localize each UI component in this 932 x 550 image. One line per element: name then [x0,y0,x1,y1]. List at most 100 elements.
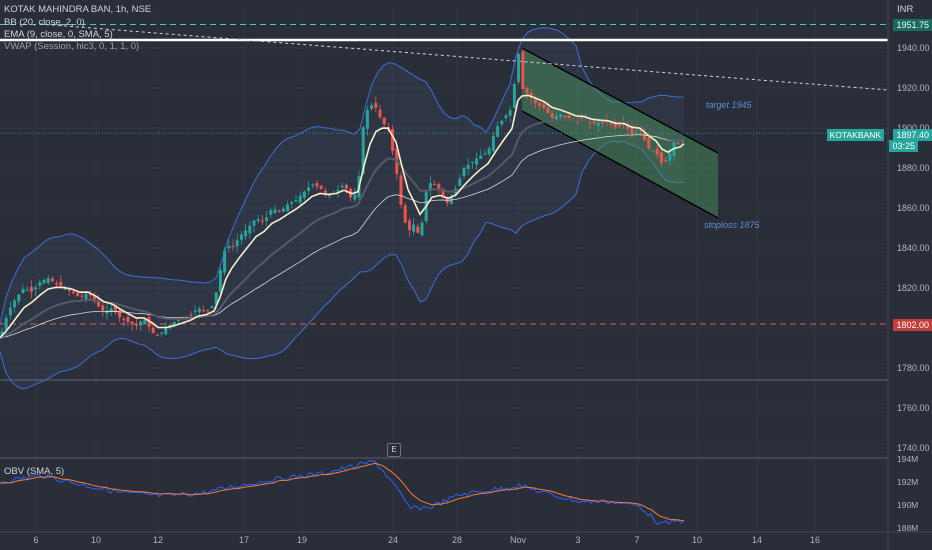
candle-body [441,189,445,197]
candle-body [202,310,206,312]
candle-body [197,308,201,313]
candle-body [252,220,256,226]
candle-body [172,321,176,325]
indicator-ema-label[interactable]: EMA (9, close, 0, SMA, 5) [4,29,113,40]
candle-body [260,220,264,222]
candle-body [71,291,75,294]
ema-smoothing-line [0,118,685,339]
y-tick-label: 1740.00 [897,443,930,453]
symbol-tag: KOTAKBANK [826,129,884,141]
candle-body [647,137,651,149]
y-tick-label: 1900.00 [897,123,930,133]
channel-fill [522,48,718,218]
candle-body [437,183,441,191]
candle-body [521,51,525,89]
x-tick-label: Nov [510,535,527,545]
candle-body [218,270,222,292]
candle-body [319,185,323,190]
candle-body [323,190,327,194]
candle-body [134,323,138,326]
target-annotation[interactable]: target 1945 [706,100,752,110]
candle-body [575,120,579,122]
horizontal-levels [0,23,889,381]
x-tick-label: 12 [153,535,163,545]
x-tick-label: 28 [452,535,462,545]
indicator-vwap-label[interactable]: VWAP (Session, hlc3, 0, 1, 1, 0) [4,41,140,52]
candle-body [399,175,403,205]
candle-body [449,197,453,204]
ema-line [0,94,685,339]
candle-body [483,153,487,155]
y-tick-label: 1920.00 [897,83,930,93]
stop-price-tag: 1802.00 [893,319,932,331]
candle-body [512,84,516,108]
candle-body [113,305,117,313]
candle-body [475,158,479,165]
candle-body [542,104,546,108]
x-tick-label: 17 [239,535,249,545]
candle-body [407,220,411,231]
y-tick-label: 1940.00 [897,43,930,53]
obv-y-tick-label: 194M [897,454,918,464]
candle-body [563,115,567,118]
candle-body [336,190,340,192]
candle-body [391,129,395,151]
candle-body [88,293,92,296]
candle-body [265,217,269,221]
candle-body [67,289,71,291]
candle-body [143,319,147,324]
moving-averages [0,94,685,339]
stoploss-annotation[interactable]: stoploss 1875 [704,220,760,230]
candle-body [227,245,231,249]
candle-body [517,54,521,82]
candle-body [538,103,542,106]
candle-body [76,292,80,297]
candle-body [420,222,424,236]
candle-body [525,88,529,93]
target-price-tag: 1951.75 [893,19,932,31]
candle-body [126,316,130,322]
candle-body [50,278,54,282]
candle-body [344,184,348,189]
candle-body [668,153,672,161]
candle-body [588,122,592,124]
candle-body [122,318,126,321]
candle-body [311,184,315,186]
candle-body [466,164,470,170]
candle-body [315,182,319,187]
descending-channel [521,47,719,219]
candle-body [176,319,180,321]
candle-body [281,208,285,212]
y-tick-label: 1880.00 [897,163,930,173]
candle-body [139,321,143,326]
candle-body [269,210,273,215]
candle-body [416,226,420,233]
symbol-title: KOTAK MAHINDRA BAN, 1h, NSE [4,4,152,15]
candle-body [101,305,105,311]
candle-body [559,114,563,118]
obv-pane [0,460,685,526]
candle-body [97,300,101,307]
candle-body [643,133,647,141]
y-tick-label: 1820.00 [897,283,930,293]
bb-lower-line [0,140,685,390]
candle-body [25,289,29,291]
candle-body [59,281,63,287]
candle-body [105,310,109,314]
candle-body [210,306,214,308]
candle-body [248,225,252,234]
candle-body [680,140,684,142]
indicator-bb-label[interactable]: BB (20, close, 2, 0) [4,17,85,28]
earnings-marker-icon[interactable]: E [387,443,401,457]
trend-line [39,23,889,91]
candle-body [613,121,617,128]
candle-body [13,300,17,308]
y-tick-label: 1860.00 [897,203,930,213]
candle-body [433,183,437,186]
obv-sma-line [0,462,685,522]
candle-body [445,196,449,203]
candle-body [42,280,46,284]
candle-body [328,195,332,197]
